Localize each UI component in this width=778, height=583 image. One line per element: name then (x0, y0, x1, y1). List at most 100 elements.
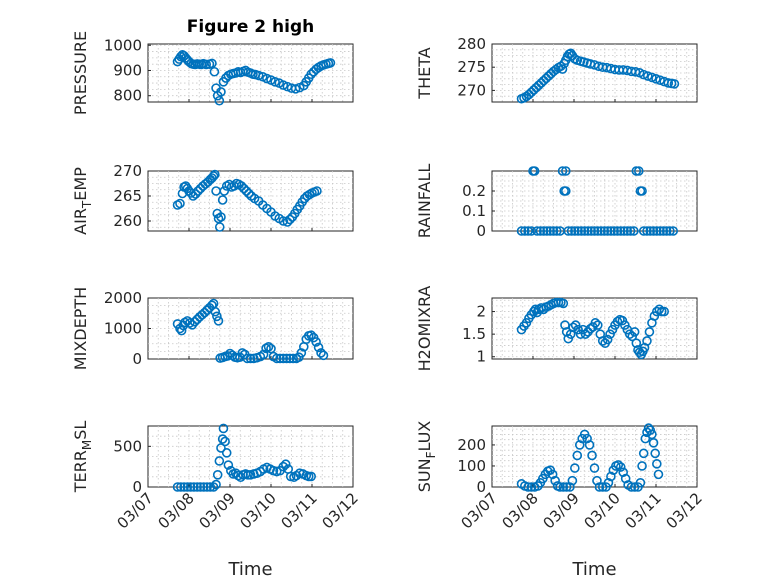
y-tick-label: 0 (132, 478, 142, 496)
data-point (281, 353, 292, 364)
data-point (606, 226, 616, 236)
x-tick-label: 03/10 (237, 489, 280, 532)
y-axis-label: TERRMSL (71, 421, 94, 494)
data-point (217, 434, 228, 444)
data-point (576, 226, 587, 236)
data-point (195, 482, 206, 492)
data-point (580, 329, 591, 339)
x-tick-label: 03/09 (196, 489, 239, 532)
data-point (669, 79, 680, 89)
data-point (589, 226, 600, 236)
data-point (532, 226, 542, 236)
y-axis-label: THETA (415, 47, 434, 99)
data-point (653, 469, 664, 480)
x-tick-label: 03/12 (663, 489, 706, 532)
y-axis-label: MIXDEPTH (71, 287, 90, 370)
data-point (622, 226, 633, 236)
data-point (626, 482, 637, 492)
x-axis-label: Time (571, 559, 616, 580)
y-tick-label: 270 (113, 162, 142, 180)
x-tick-label: 03/08 (499, 489, 542, 532)
data-point (306, 69, 316, 80)
data-point (280, 459, 291, 470)
subplot-air-temp: 260 265 270 AIRTEMP (71, 162, 354, 235)
y-tick-label: 1.5 (462, 325, 486, 343)
data-point (560, 166, 571, 176)
data-point (615, 226, 626, 236)
data-point (567, 475, 578, 486)
y-tick-label: 265 (113, 187, 142, 205)
plot-area (147, 170, 354, 232)
data-point (585, 323, 596, 334)
data-point (209, 66, 220, 77)
subplot-pressure: 800 900 1000 PRESSURE Figure 2 high (71, 17, 354, 115)
data-point (185, 318, 195, 328)
y-tick-label: 270 (457, 81, 486, 99)
data-point (275, 353, 285, 364)
data-point (176, 482, 186, 492)
data-point (240, 65, 251, 76)
data-point (561, 482, 572, 492)
data-point (208, 482, 219, 492)
data-point (193, 186, 203, 196)
data-point (566, 226, 577, 236)
data-point (618, 467, 629, 478)
y-tick-label: 0.1 (462, 202, 486, 220)
data-point (602, 226, 613, 236)
data-point (589, 463, 600, 473)
data-point (635, 477, 646, 488)
data-point (638, 448, 649, 459)
y-axis-label: RAINFALL (415, 164, 434, 239)
data-point (629, 327, 640, 337)
data-point (624, 329, 635, 339)
data-point (619, 226, 629, 236)
x-tick-label: 03/08 (155, 489, 198, 532)
y-tick-label: 0 (476, 222, 486, 240)
data-point (647, 72, 657, 83)
data-point (202, 482, 212, 492)
data-point (220, 436, 230, 447)
y-tick-label: 0.2 (462, 182, 486, 200)
data-point (586, 226, 597, 236)
x-tick-label: 03/10 (581, 489, 624, 532)
data-point (547, 469, 558, 480)
data-point (550, 475, 560, 486)
data-point (216, 443, 226, 453)
subplot-h2omixra: 1 1.5 2 H2OMIXRA (415, 286, 698, 372)
y-axis-label: PRESSURE (71, 31, 90, 115)
data-point (545, 226, 556, 236)
data-point (189, 316, 200, 327)
data-point (592, 475, 602, 486)
subplot-terr-msl: 0500TERRMSL03/0703/0803/0903/1003/1103/1… (71, 421, 362, 580)
data-point (665, 226, 675, 236)
data-point (285, 353, 295, 364)
data-point (603, 477, 614, 488)
data-point (612, 316, 623, 327)
data-point (207, 58, 217, 69)
data-point (516, 226, 527, 236)
data-point (241, 186, 252, 196)
y-tick-label: 1 (476, 348, 486, 366)
data-point (631, 338, 642, 348)
data-point (214, 95, 225, 106)
y-tick-label: 0 (476, 478, 486, 496)
data-point (244, 188, 254, 199)
data-point (557, 166, 568, 176)
y-axis-label: H2OMIXRA (415, 286, 434, 372)
data-point (212, 469, 223, 480)
data-point (565, 482, 575, 492)
y-tick-label: 275 (457, 58, 486, 76)
y-tick-label: 900 (113, 61, 142, 79)
data-point (584, 440, 595, 450)
data-point (285, 214, 295, 225)
data-point (519, 226, 530, 236)
data-point (597, 336, 608, 346)
y-tick-label: 500 (113, 437, 142, 455)
data-point (213, 316, 224, 326)
data-point (529, 166, 540, 176)
data-point (606, 471, 616, 482)
data-point (594, 482, 605, 492)
data-point (214, 222, 225, 232)
data-point (642, 71, 653, 81)
